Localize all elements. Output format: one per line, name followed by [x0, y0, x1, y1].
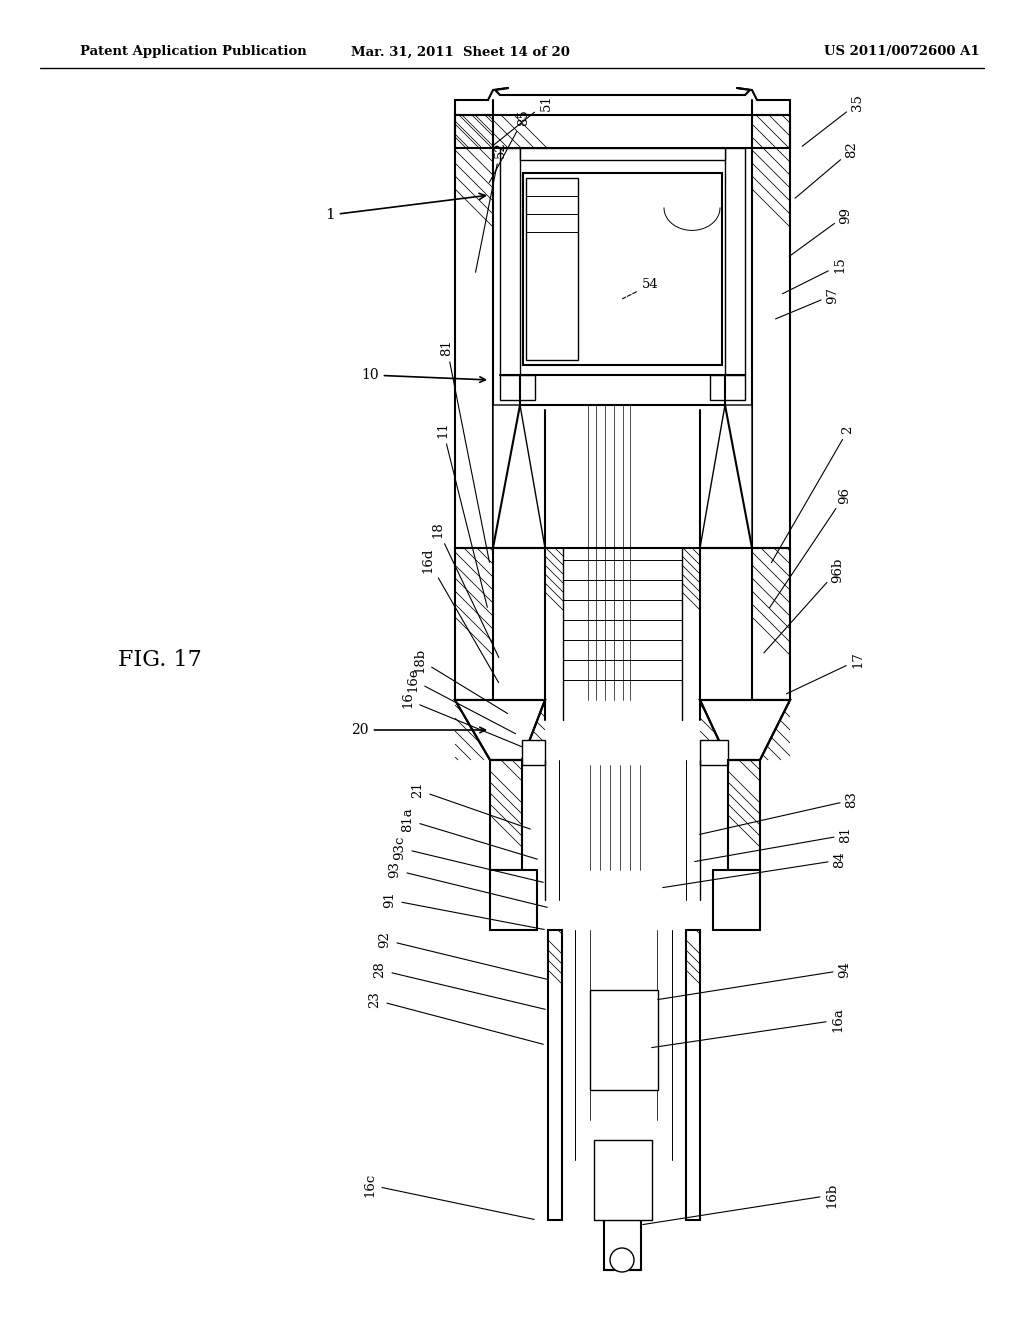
Text: 93: 93 — [388, 862, 547, 907]
Text: 93c: 93c — [393, 836, 544, 882]
Text: 20: 20 — [351, 723, 485, 737]
Text: 85: 85 — [489, 110, 530, 182]
Text: Patent Application Publication: Patent Application Publication — [80, 45, 307, 58]
Text: 81: 81 — [440, 339, 489, 562]
Text: 92: 92 — [379, 932, 547, 979]
Bar — [710, 375, 745, 400]
Text: 91: 91 — [384, 891, 545, 929]
Bar — [455, 548, 493, 700]
Text: 2: 2 — [771, 426, 854, 562]
Circle shape — [610, 1247, 634, 1272]
Bar — [752, 548, 790, 700]
Text: Mar. 31, 2011  Sheet 14 of 20: Mar. 31, 2011 Sheet 14 of 20 — [350, 45, 569, 58]
Bar — [713, 870, 760, 931]
Bar — [700, 741, 728, 766]
Text: FIG. 17: FIG. 17 — [118, 649, 202, 671]
Text: 10: 10 — [361, 368, 485, 383]
Bar — [522, 741, 545, 766]
Polygon shape — [493, 405, 545, 548]
Bar — [604, 1220, 641, 1270]
Text: 23: 23 — [369, 991, 544, 1044]
Text: 96: 96 — [770, 487, 852, 607]
Text: 81: 81 — [694, 826, 853, 862]
Bar — [500, 148, 520, 375]
Bar — [548, 931, 562, 1220]
Polygon shape — [455, 700, 545, 760]
Text: 16c: 16c — [364, 1173, 535, 1220]
Text: 16b: 16b — [643, 1183, 839, 1225]
Text: 81a: 81a — [401, 808, 538, 859]
Bar — [490, 760, 522, 870]
Text: 16: 16 — [401, 692, 522, 747]
Bar — [752, 115, 790, 548]
Text: 21: 21 — [412, 781, 530, 829]
Bar — [520, 148, 725, 160]
Text: 17: 17 — [786, 652, 864, 694]
Bar — [728, 760, 760, 870]
Text: 16a: 16a — [651, 1007, 845, 1048]
Bar — [490, 870, 537, 931]
Text: 15: 15 — [782, 256, 847, 294]
Text: 35: 35 — [802, 95, 864, 147]
Bar — [523, 173, 722, 366]
Text: 1: 1 — [326, 193, 485, 222]
Text: 51: 51 — [493, 95, 553, 147]
Text: 99: 99 — [790, 206, 853, 256]
Text: 16d: 16d — [422, 548, 499, 682]
Bar — [455, 115, 790, 148]
Bar — [590, 990, 658, 1090]
Text: US 2011/0072600 A1: US 2011/0072600 A1 — [824, 45, 980, 58]
Text: 52: 52 — [475, 141, 507, 272]
Polygon shape — [700, 700, 790, 760]
Bar — [500, 375, 535, 400]
Bar — [455, 115, 493, 548]
Text: 84: 84 — [663, 851, 847, 887]
Text: 82: 82 — [795, 141, 858, 198]
Text: 18b: 18b — [414, 647, 508, 714]
Text: 18: 18 — [431, 521, 499, 657]
Text: 54: 54 — [623, 279, 658, 298]
Text: 96b: 96b — [764, 557, 845, 653]
Bar — [594, 1140, 652, 1220]
Bar — [725, 148, 745, 375]
Text: 83: 83 — [699, 792, 858, 834]
Text: 97: 97 — [775, 286, 840, 319]
Text: 94: 94 — [657, 961, 852, 999]
Text: 16e: 16e — [407, 668, 515, 734]
Text: 28: 28 — [374, 962, 546, 1010]
Polygon shape — [700, 405, 752, 548]
Bar — [686, 931, 700, 1220]
Text: 11: 11 — [436, 421, 487, 607]
Bar — [526, 178, 578, 360]
